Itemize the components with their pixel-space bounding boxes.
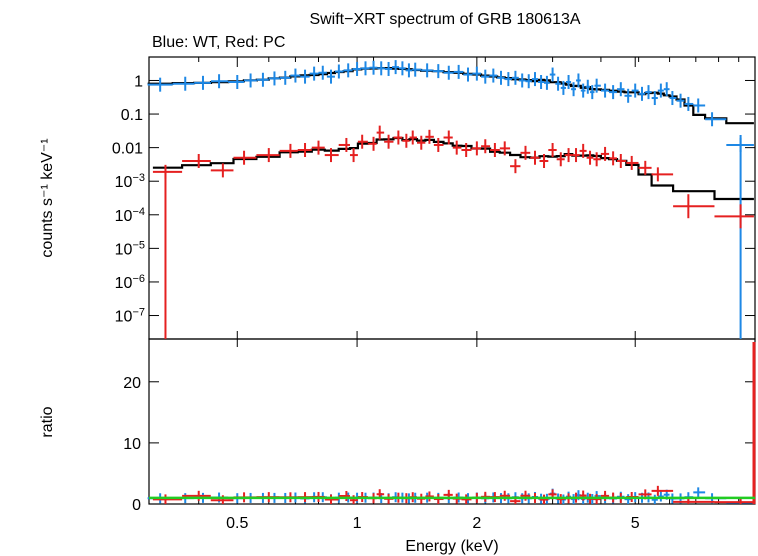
top-y-tick-label: 0.01: [112, 141, 143, 158]
wt-series: [147, 60, 754, 339]
wt-model-step: [147, 67, 754, 125]
bottom-y-tick-label: 10: [123, 436, 141, 453]
top-y-axis-label: counts s⁻¹ keV⁻¹: [39, 138, 56, 257]
chart-subtitle: Blue: WT, Red: PC: [152, 34, 285, 51]
top-y-tick-label: 10−6: [115, 273, 145, 292]
bottom-panel-y-axis: 0 10 20: [123, 375, 755, 514]
ratio-series: [147, 342, 756, 504]
x-tick-label: 1: [353, 515, 362, 532]
bottom-y-axis-label: ratio: [39, 406, 56, 437]
pc-series: [152, 125, 754, 339]
bottom-y-tick-label: 20: [123, 375, 141, 392]
bottom-y-tick-label: 0: [132, 497, 141, 514]
top-y-tick-label: 10−3: [115, 172, 145, 191]
top-y-tick-label: 10−5: [115, 239, 145, 258]
top-y-tick-label: 10−4: [115, 206, 145, 225]
pc-model-step: [152, 136, 754, 201]
top-y-tick-label: 1: [134, 73, 143, 90]
top-panel-y-axis: 1 0.1 0.01 10−3 10−4 10−5 10−6 10−7: [112, 73, 755, 326]
x-tick-label: 5: [631, 515, 640, 532]
x-axis: 0.5 1 2 5: [148, 57, 740, 532]
bottom-panel-frame: [148, 338, 756, 505]
model-curve-top: [147, 67, 754, 201]
top-y-tick-label: 10−7: [115, 307, 145, 326]
chart-title: Swift−XRT spectrum of GRB 180613A: [309, 11, 580, 28]
top-panel-frame: [148, 56, 756, 340]
top-y-tick-label: 0.1: [121, 107, 143, 124]
x-axis-label: Energy (keV): [405, 538, 498, 555]
x-tick-label: 2: [472, 515, 481, 532]
x-tick-label: 0.5: [226, 515, 248, 532]
